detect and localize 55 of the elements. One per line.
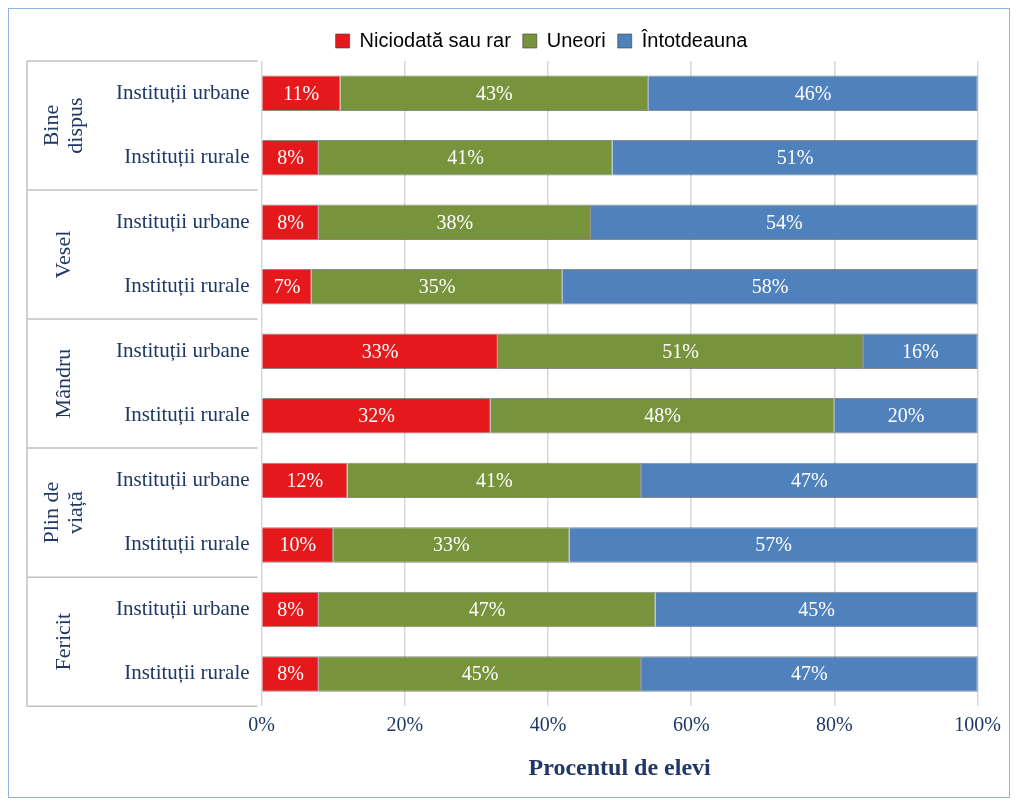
data-label: 58% [751,275,789,298]
data-label: 48% [644,404,681,427]
x-tick-label: 60% [672,713,710,736]
data-label: 47% [468,597,506,620]
y-tick-label: Instituții rurale [124,273,250,298]
text: Plin de viață [37,481,87,544]
legend-label: Întotdeauna [640,28,749,51]
data-label: 33% [361,339,399,362]
data-label: 43% [475,81,513,104]
data-label: 41% [475,468,513,491]
data-label: 54% [765,210,803,233]
legend-label: Niciodată sau rar [359,28,512,51]
x-tick-label: 40% [529,713,567,736]
text: Vesel [49,230,75,279]
legend-label: Uneori [546,28,606,51]
y-tick-label: Instituții urbane [115,208,250,233]
data-label: 8% [277,662,304,685]
data-label: 57% [755,533,792,556]
x-tick-label: 0% [248,713,275,736]
data-label: 35% [418,275,456,298]
data-label: 51% [662,339,699,362]
data-label: 47% [791,468,828,491]
x-axis-title: Procentul de elevi [528,753,712,780]
y-tick-label: Instituții rurale [124,402,250,427]
data-label: 12% [286,468,324,491]
text: Mândru [49,348,75,419]
y-tick-label: Instituții rurale [124,660,250,685]
data-label: 45% [798,597,835,620]
data-label: 8% [277,146,304,169]
data-label: 33% [432,533,470,556]
y-tick-label: Instituții urbane [115,466,250,491]
data-label: 8% [277,597,304,620]
data-label: 11% [283,81,320,104]
y-tick-label: Instituții rurale [124,531,250,556]
data-label: 10% [279,533,317,556]
data-label: 32% [358,404,395,427]
data-label: 47% [791,662,828,685]
y-tick-label: Instituții urbane [115,79,250,104]
x-tick-label: 80% [816,713,853,736]
text: Fericit [49,612,75,671]
data-label: 20% [887,404,925,427]
y-tick-label: Instituții urbane [115,595,250,620]
data-label: 45% [461,662,499,685]
data-label: 46% [794,81,832,104]
data-label: 8% [277,210,304,233]
data-label: 51% [776,146,814,169]
data-label: 7% [273,275,301,298]
x-tick-label: 100% [954,713,1002,736]
data-label: 38% [436,210,474,233]
data-label: 41% [447,146,484,169]
text: Bine dispus [37,97,87,154]
data-label: 16% [902,339,939,362]
y-tick-label: Instituții urbane [115,337,250,362]
x-tick-label: 20% [386,713,424,736]
y-tick-label: Instituții rurale [124,144,250,169]
